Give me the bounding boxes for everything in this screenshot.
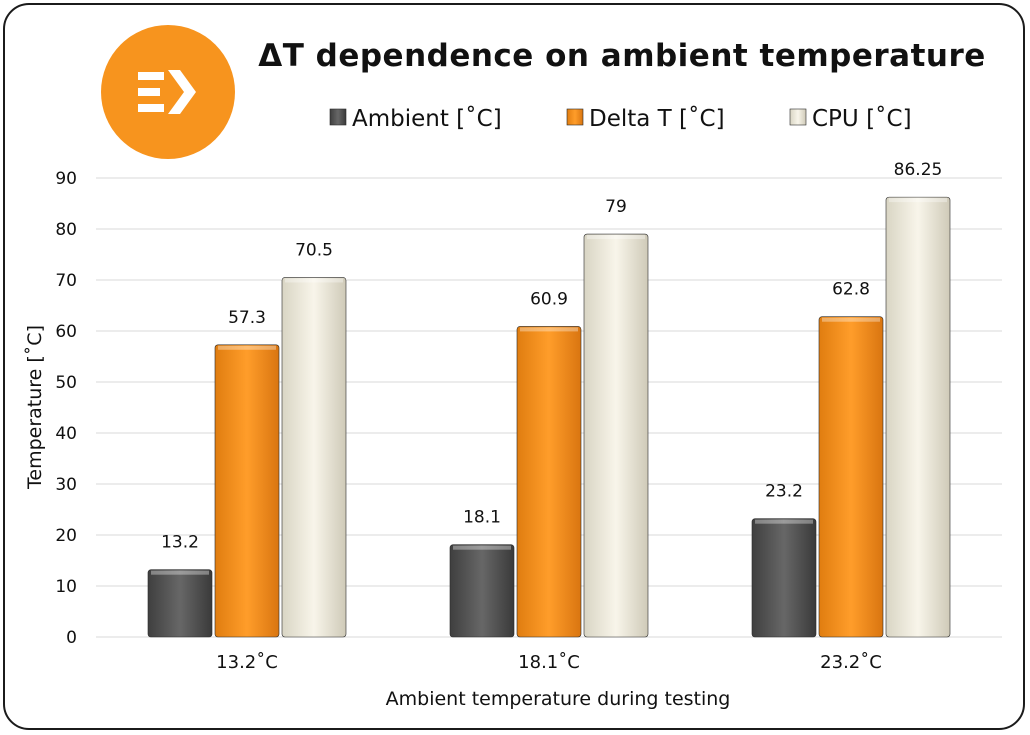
x-category-label: 23.2˚C: [820, 652, 882, 673]
bar: [449, 544, 515, 638]
bars: [147, 196, 951, 638]
data-label: 70.5: [295, 240, 333, 260]
y-tick-label: 20: [55, 526, 77, 546]
bar-highlight: [822, 317, 880, 322]
bar-highlight: [889, 198, 947, 203]
bar: [516, 326, 582, 638]
y-tick-label: 60: [55, 322, 77, 342]
y-tick-label: 40: [55, 424, 77, 444]
bar: [147, 569, 213, 638]
data-label: 18.1: [463, 508, 501, 528]
bar-highlight: [285, 278, 343, 283]
legend-swatch: [566, 108, 584, 126]
bar-highlight: [587, 235, 645, 240]
x-axis-categories: 13.2˚C 18.1˚C 23.2˚C: [216, 652, 882, 673]
bar: [751, 518, 817, 638]
x-category-label: 13.2˚C: [216, 652, 278, 673]
legend-label: Delta T [˚C]: [589, 105, 725, 132]
bar: [818, 316, 884, 638]
bar: [281, 277, 347, 638]
data-label: 23.2: [765, 482, 803, 502]
x-axis-title: Ambient temperature during testing: [386, 688, 731, 710]
ek-logo: [101, 25, 235, 159]
data-label: 13.2: [161, 533, 199, 553]
data-label: 79: [605, 197, 627, 217]
y-tick-label: 0: [66, 628, 77, 648]
bar-highlight: [520, 327, 578, 332]
y-tick-label: 70: [55, 271, 77, 291]
legend-swatch: [789, 108, 807, 126]
x-category-label: 18.1˚C: [518, 652, 580, 673]
y-tick-label: 10: [55, 577, 77, 597]
data-label: 62.8: [832, 280, 870, 300]
chart-title: ΔT dependence on ambient temperature: [258, 38, 986, 74]
y-tick-label: 90: [55, 169, 77, 189]
y-axis-title: Temperature [˚C]: [24, 325, 46, 490]
data-label: 60.9: [530, 289, 568, 309]
legend-label: Ambient [˚C]: [352, 105, 502, 132]
y-tick-label: 50: [55, 373, 77, 393]
legend-label: CPU [˚C]: [812, 105, 912, 132]
legend-swatch: [329, 108, 347, 126]
bar: [214, 344, 280, 638]
data-label: 86.25: [894, 160, 943, 180]
y-axis-ticks: 0 10 20 30 40 50 60 70 80 90: [55, 169, 77, 648]
bar-highlight: [453, 545, 511, 550]
bar: [583, 233, 649, 638]
legend: Ambient [˚C] Delta T [˚C] CPU [˚C]: [329, 105, 912, 132]
data-label: 57.3: [228, 308, 266, 328]
data-labels: 13.2 57.3 70.5 18.1 60.9 79 23.2 62.8 86.25: [161, 160, 942, 553]
bar: [885, 196, 951, 638]
y-tick-label: 80: [55, 220, 77, 240]
y-tick-label: 30: [55, 475, 77, 495]
bar-highlight: [151, 570, 209, 575]
bar-highlight: [755, 519, 813, 524]
bar-highlight: [218, 345, 276, 350]
